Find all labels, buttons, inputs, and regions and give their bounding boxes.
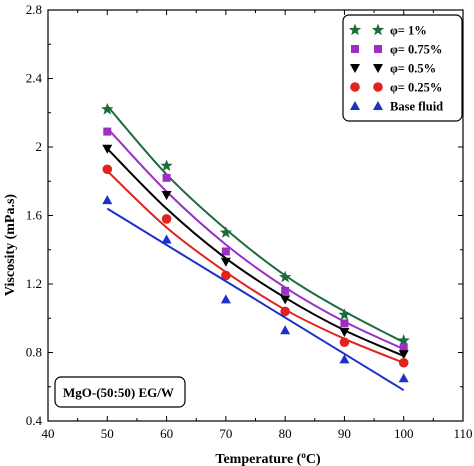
y-tick-label: 1.6 bbox=[26, 208, 43, 223]
y-tick-label: 2.8 bbox=[26, 2, 42, 17]
data-point bbox=[102, 195, 113, 205]
legend-marker bbox=[350, 82, 360, 92]
data-point bbox=[338, 308, 351, 321]
annotation-text: MgO-(50:50) EG/W bbox=[63, 385, 174, 400]
x-tick-label: 50 bbox=[101, 426, 114, 441]
series-5 bbox=[102, 195, 409, 392]
fit-curve bbox=[106, 148, 405, 357]
data-point bbox=[220, 294, 231, 304]
data-point bbox=[340, 319, 349, 328]
data-point bbox=[397, 334, 410, 346]
data-point bbox=[102, 164, 113, 175]
x-tick-label: 80 bbox=[279, 426, 292, 441]
legend-marker bbox=[350, 101, 360, 110]
data-point bbox=[102, 144, 113, 154]
data-point bbox=[162, 173, 171, 182]
series-2 bbox=[103, 127, 408, 352]
legend-marker bbox=[373, 82, 383, 92]
x-tick-label: 90 bbox=[338, 426, 351, 441]
data-point bbox=[221, 247, 230, 256]
legend-box bbox=[342, 14, 463, 122]
y-tick-label: 2 bbox=[36, 139, 43, 154]
legend-marker bbox=[371, 23, 385, 36]
y-tick-label: 2.4 bbox=[26, 71, 43, 86]
data-point bbox=[221, 270, 231, 281]
series-3 bbox=[102, 144, 409, 360]
fit-curve bbox=[106, 127, 405, 350]
axes bbox=[47, 9, 464, 422]
data-point bbox=[160, 159, 173, 172]
tick-labels: 40 50 60 70 80 90 100 110 0.4 0.8 1.2 1.6 2 2.4 2.8 bbox=[26, 2, 473, 441]
data-point bbox=[103, 127, 112, 136]
data-point bbox=[398, 357, 409, 368]
fit-line bbox=[106, 207, 405, 392]
data-point bbox=[398, 373, 409, 383]
data-point bbox=[161, 214, 172, 224]
data-point bbox=[161, 234, 172, 244]
series-4 bbox=[102, 164, 409, 368]
legend-marker bbox=[374, 45, 382, 53]
data-point bbox=[281, 286, 290, 295]
legend-label: φ= 0.5% bbox=[390, 62, 436, 76]
annotation-box: MgO-(50:50) EG/W bbox=[54, 376, 186, 408]
legend-label: Base fluid bbox=[390, 100, 443, 114]
data-point bbox=[280, 325, 291, 335]
data-point bbox=[339, 337, 350, 348]
legend-marker bbox=[373, 101, 383, 110]
data-point bbox=[399, 343, 408, 352]
legend-marker bbox=[351, 45, 359, 53]
legend: φ= 1% φ= 0.75% φ= 0.5% φ= 0.25% Base fluid bbox=[342, 14, 463, 122]
data-point bbox=[220, 257, 231, 267]
data-point bbox=[161, 190, 172, 200]
y-tick-label: 0.4 bbox=[26, 413, 43, 428]
x-tick-label: 70 bbox=[219, 426, 232, 441]
data-point bbox=[398, 350, 409, 360]
legend-label: φ= 0.25% bbox=[390, 81, 442, 95]
x-axis-label-unit: C) bbox=[306, 452, 321, 466]
x-axis-label-superscript: o bbox=[301, 450, 306, 460]
legend-marker bbox=[348, 23, 362, 36]
legend-label: φ= 0.75% bbox=[390, 43, 442, 57]
data-point bbox=[101, 102, 114, 115]
x-tick-label: 40 bbox=[42, 426, 55, 441]
series-1 bbox=[101, 102, 410, 346]
data-point bbox=[278, 270, 292, 283]
y-axis-label: Viscosity (mPa.s) bbox=[3, 194, 18, 296]
x-tick-label: 110 bbox=[453, 426, 472, 441]
y-tick-label: 0.8 bbox=[26, 345, 42, 360]
data-point bbox=[280, 295, 291, 305]
x-tick-label: 60 bbox=[160, 426, 173, 441]
x-tick-label: 100 bbox=[394, 426, 414, 441]
data-point bbox=[280, 306, 290, 317]
legend-marker bbox=[373, 64, 383, 73]
x-axis-label-main: Temperature ( bbox=[215, 452, 301, 466]
legend-marker bbox=[350, 64, 360, 73]
series-layer bbox=[101, 102, 410, 392]
data-point bbox=[339, 354, 350, 364]
data-point bbox=[339, 327, 350, 337]
annotation-frame bbox=[54, 376, 186, 408]
y-tick-label: 1.2 bbox=[26, 276, 42, 291]
legend-label: φ= 1% bbox=[390, 24, 427, 38]
x-axis-label: Temperature (oC) bbox=[215, 450, 321, 466]
data-point bbox=[219, 226, 233, 238]
